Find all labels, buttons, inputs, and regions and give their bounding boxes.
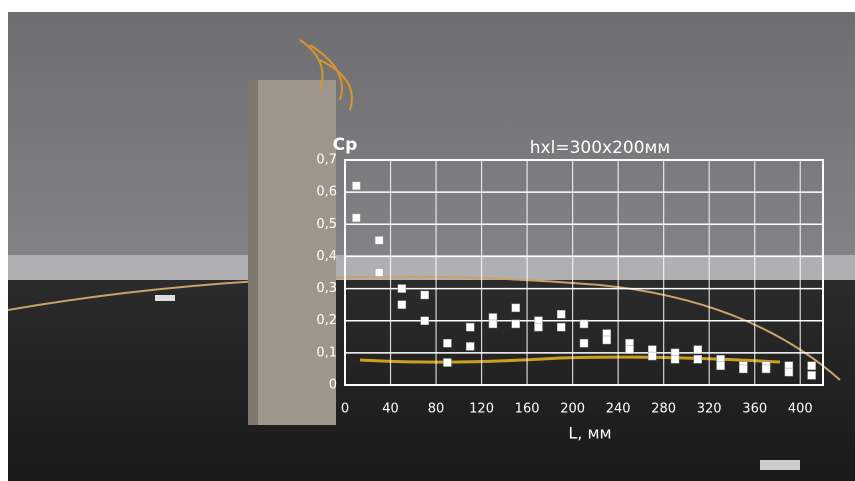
chart-title: hxl=300x200мм [530, 138, 670, 158]
data-point [739, 364, 748, 374]
x-tick-label: 240 [606, 402, 631, 417]
data-point [352, 181, 361, 190]
data-point [784, 367, 794, 377]
data-point [602, 335, 612, 345]
data-point [511, 303, 520, 313]
y-tick-label: 0,5 [316, 217, 337, 232]
data-point [579, 338, 589, 348]
y-axis-label: Cp [333, 135, 358, 155]
data-point [465, 322, 475, 332]
y-tick-label: 0,6 [316, 185, 337, 200]
data-point [716, 361, 725, 370]
data-point [761, 364, 771, 374]
x-tick-label: 360 [742, 402, 767, 417]
data-point [625, 345, 634, 354]
data-point [397, 300, 407, 309]
y-tick-label: 0,4 [316, 249, 337, 264]
y-tick-label: 0,7 [316, 153, 337, 168]
x-tick-label: 320 [697, 402, 722, 417]
data-point [420, 290, 429, 300]
data-point [420, 316, 429, 325]
y-tick-label: 0 [329, 378, 337, 393]
x-tick-label: 80 [428, 402, 445, 417]
x-axis-label: L, мм [568, 424, 611, 443]
data-point [807, 361, 816, 370]
x-tick-label: 40 [382, 402, 399, 417]
data-point [579, 319, 589, 329]
data-point [397, 284, 407, 293]
data-point [443, 338, 452, 348]
data-point [693, 345, 703, 354]
y-tick-label: 0,3 [316, 281, 337, 296]
data-point [807, 371, 816, 380]
data-point [511, 319, 520, 329]
x-tick-label: 200 [560, 402, 585, 417]
data-point [374, 236, 384, 245]
x-tick-label: 400 [788, 402, 813, 417]
x-tick-label: 0 [341, 402, 349, 417]
data-point [556, 322, 566, 332]
data-point [374, 268, 384, 277]
data-point [443, 358, 452, 367]
y-tick-label: 0,2 [316, 313, 337, 328]
x-tick-label: 280 [651, 402, 676, 417]
data-point [352, 213, 361, 223]
y-tick-label: 0,1 [316, 345, 337, 360]
data-point [488, 319, 498, 329]
data-point [556, 310, 566, 319]
x-tick-label: 120 [469, 402, 494, 417]
data-point [693, 355, 703, 364]
x-tick-label: 160 [515, 402, 540, 417]
data-point [670, 355, 680, 364]
data-point [648, 351, 657, 361]
data-point [465, 342, 475, 351]
data-point [534, 322, 543, 332]
photo-background [7, 12, 855, 481]
